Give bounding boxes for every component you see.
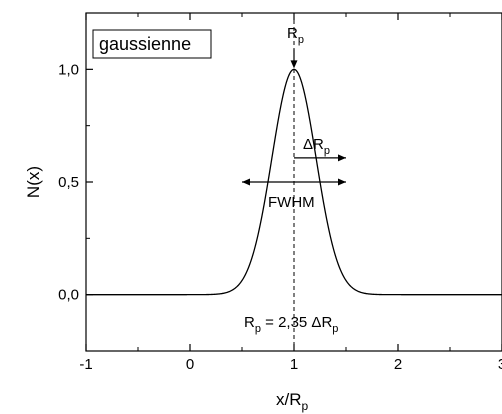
peak-label: Rp xyxy=(287,25,304,46)
y-axis-label: N(x) xyxy=(24,166,43,198)
relation-label: Rp = 2,35 ΔRp xyxy=(244,314,338,335)
legend-box xyxy=(92,29,212,59)
y-tick-label: 1,0 xyxy=(58,61,79,78)
x-tick-label: 1 xyxy=(290,356,298,373)
gaussian-curve xyxy=(86,68,502,296)
delta-rp-label: ΔRp xyxy=(303,136,330,157)
y-tick-label: 0,0 xyxy=(58,287,79,304)
x-tick-label: 2 xyxy=(394,356,402,373)
axis-ticks: -1 0 1 2 3 0,0 0,5 1,0 xyxy=(58,12,502,373)
fwhm-label: FWHM xyxy=(268,194,315,211)
arrow-head xyxy=(338,154,346,162)
arrow-head xyxy=(338,178,346,186)
arrow-head xyxy=(290,60,298,69)
legend-label: gaussienne xyxy=(99,34,191,54)
annotation-arrows xyxy=(242,49,346,186)
y-tick-label: 0,5 xyxy=(58,174,79,191)
x-axis-label: x/Rp xyxy=(276,390,309,413)
x-tick-label: 3 xyxy=(498,356,502,373)
arrow-head xyxy=(242,178,250,186)
x-tick-label: -1 xyxy=(79,356,92,373)
x-tick-label: 0 xyxy=(186,356,194,373)
